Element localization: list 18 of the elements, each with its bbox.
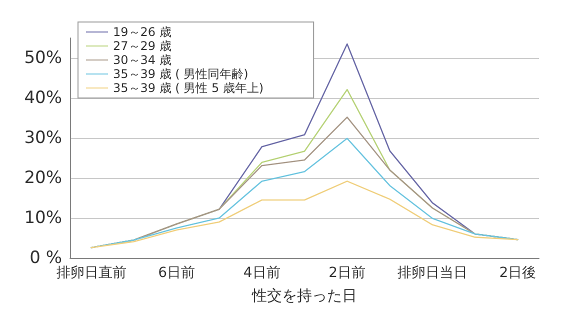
x-tick-label: 6日前: [158, 265, 196, 281]
y-tick-label: 40%: [24, 88, 62, 108]
x-tick-label: 4日前: [243, 265, 280, 281]
y-tick-label: 10%: [24, 208, 62, 228]
legend-label: 27～29 歳: [113, 39, 172, 53]
legend-label: 35～39 歳 ( 男性 5 歳年上): [113, 81, 264, 95]
x-tick-label: 2日前: [328, 265, 366, 281]
x-tick-label: 排卵日当日: [397, 265, 468, 281]
x-tick-label: 2日後: [499, 265, 536, 281]
y-tick-label: 20%: [24, 168, 62, 188]
y-tick-label: 50%: [24, 48, 62, 68]
x-tick-label: 排卵日直前: [56, 265, 126, 281]
y-tick-label: 30%: [24, 128, 62, 148]
x-axis-title: 性交を持った日: [251, 286, 357, 304]
legend-label: 35～39 歳 ( 男性同年齢): [113, 67, 248, 81]
y-tick-label: 0 %: [30, 248, 62, 268]
legend-label: 19～26 歳: [113, 25, 172, 39]
legend-label: 30～34 歳: [113, 53, 172, 67]
